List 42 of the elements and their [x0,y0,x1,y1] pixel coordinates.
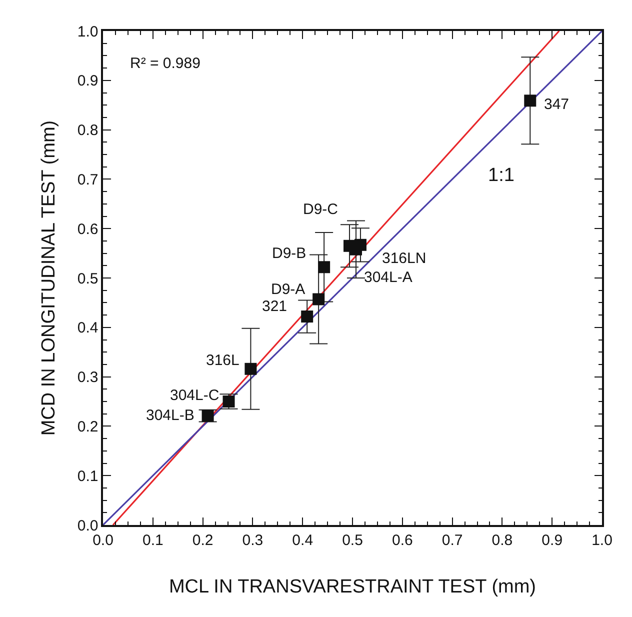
x-tick-label: 0.0 [92,532,114,549]
x-tick-label: 0.4 [292,532,314,549]
x-tick-label: 0.8 [492,532,513,549]
annotation: 347 [544,96,570,113]
annotation: 304L-B [146,407,194,424]
y-tick-label: 0.3 [77,369,98,386]
x-tick-label: 0.6 [392,532,413,549]
x-tick-label: 0.1 [142,532,164,549]
x-tick-label: 0.2 [192,532,214,549]
y-tick-label: 0.6 [77,220,98,238]
x-tick-label: 0.5 [342,532,363,549]
y-axis-title: MCD IN LONGITUDINAL TEST (mm) [38,120,60,436]
point [318,261,330,274]
point [301,310,314,323]
y-tick-label: 0.0 [77,517,98,534]
annotation: 304L-C [170,387,220,404]
annotation: 316L [206,352,240,369]
x-tick-label: 1.0 [592,532,612,549]
x-tick-label: 0.9 [542,532,563,549]
y-tick-label: 0.5 [77,270,98,288]
y-tick-label: 0.1 [77,468,98,485]
annotation: R² = 0.989 [130,55,200,72]
x-tick-label: 0.7 [442,532,463,549]
annotation: 321 [262,298,288,315]
y-tick-label: 1.0 [77,23,98,40]
annotation: D9-C [303,201,338,218]
y-tick-label: 0.7 [77,171,98,188]
y-tick-label: 0.2 [77,418,98,436]
point [524,94,536,107]
annotation: 304L-A [364,269,412,286]
x-tick-label: 0.3 [242,532,264,549]
y-tick-label: 0.9 [77,72,98,90]
point [244,362,257,375]
point [312,293,325,306]
series-label: 1:1 [488,165,514,186]
annotation: D9-A [271,281,306,298]
y-tick-label: 0.8 [77,122,98,140]
x-axis-title: MCL IN TRANSVARESTRAINT TEST (mm) [168,576,536,598]
point [354,238,366,251]
annotation: 316LN [382,250,426,267]
annotation: D9-B [272,245,306,262]
y-tick-label: 0.4 [77,320,98,337]
